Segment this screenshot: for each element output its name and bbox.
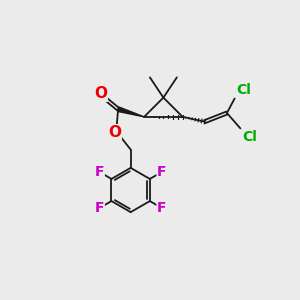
Text: F: F bbox=[157, 165, 167, 179]
Text: O: O bbox=[94, 86, 107, 101]
Text: F: F bbox=[95, 201, 104, 215]
Text: Cl: Cl bbox=[236, 82, 251, 97]
Polygon shape bbox=[118, 107, 144, 117]
Text: O: O bbox=[108, 125, 121, 140]
Text: F: F bbox=[157, 201, 167, 215]
Text: F: F bbox=[95, 165, 104, 179]
Text: Cl: Cl bbox=[242, 130, 257, 144]
